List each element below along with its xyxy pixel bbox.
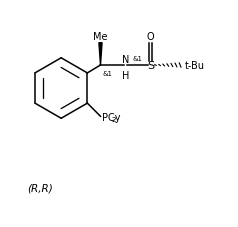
Polygon shape [99,44,102,66]
Text: PCy: PCy [102,112,120,122]
Text: S: S [147,61,154,71]
Text: &1: &1 [132,56,142,62]
Text: 2: 2 [112,117,116,123]
Text: t-Bu: t-Bu [185,61,205,71]
Text: H: H [122,70,129,80]
Text: Me: Me [93,32,108,42]
Text: O: O [147,32,154,42]
Text: (R,R): (R,R) [27,183,53,193]
Text: &1: &1 [103,70,113,76]
Text: N: N [122,54,129,64]
